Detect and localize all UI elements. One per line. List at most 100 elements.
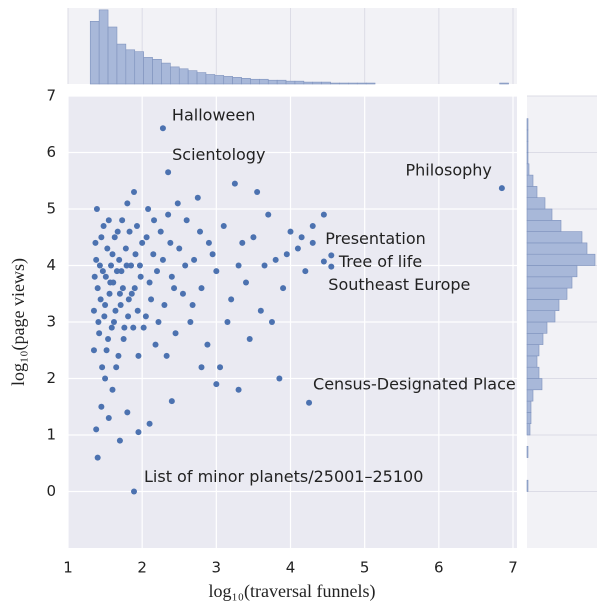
point [320, 211, 327, 218]
point [155, 319, 162, 325]
point [128, 262, 135, 269]
point [209, 251, 216, 258]
annotation: Census-Designated Place [313, 374, 516, 393]
hist-bar [330, 82, 340, 85]
point [96, 262, 103, 269]
point [176, 245, 183, 252]
point [143, 234, 150, 241]
x-tick-label: 3 [212, 559, 222, 577]
point [139, 239, 146, 246]
hist-bar [303, 81, 314, 85]
point [132, 251, 139, 258]
point [103, 347, 110, 354]
point [283, 251, 290, 258]
annotation: Scientology [172, 145, 265, 164]
hist-bar [526, 231, 583, 244]
point [136, 262, 143, 269]
point [168, 398, 175, 405]
point [116, 256, 123, 263]
hist-bar [285, 80, 296, 85]
hist-bar [526, 163, 530, 176]
x-tick-label: 2 [137, 559, 147, 577]
point [93, 256, 100, 263]
point [111, 234, 118, 241]
point [114, 228, 121, 235]
x-tick-label: 5 [360, 559, 370, 577]
point [93, 426, 100, 433]
y-tick-label: 6 [46, 143, 56, 161]
hist-bar [356, 82, 367, 85]
point [146, 279, 153, 286]
hist-bar [178, 68, 189, 85]
point [130, 324, 137, 331]
point [120, 335, 127, 342]
point [224, 319, 231, 325]
hist-bar [187, 70, 198, 85]
point [204, 341, 211, 348]
x-tick-label: 1 [63, 559, 73, 577]
point [298, 234, 305, 241]
point [150, 251, 157, 258]
hist-bar [259, 78, 269, 85]
point [113, 268, 120, 275]
hist-bar [161, 62, 171, 85]
point [157, 228, 164, 235]
point [167, 239, 174, 246]
point [309, 239, 316, 246]
annotated-point [328, 263, 335, 270]
point [109, 386, 116, 393]
point [121, 324, 128, 331]
hist-bar [214, 75, 225, 85]
point [302, 268, 309, 275]
hist-bar [321, 81, 331, 85]
point [172, 330, 179, 337]
hist-bar [526, 389, 534, 402]
hist-bar [107, 26, 118, 85]
point [171, 285, 178, 292]
point [276, 375, 283, 382]
point [154, 268, 160, 275]
hist-bar [526, 366, 540, 379]
point [122, 245, 129, 252]
point [135, 352, 142, 359]
point [116, 290, 123, 297]
hist-bar [241, 78, 251, 85]
annotation: Presentation [325, 229, 425, 248]
point [146, 420, 153, 427]
point [168, 273, 175, 280]
point [134, 307, 141, 314]
point [95, 319, 102, 325]
hist-bar [526, 400, 532, 413]
hist-bar [152, 58, 162, 85]
point [152, 341, 159, 348]
point [135, 429, 142, 436]
hist-bar [134, 51, 144, 85]
hist-bar [170, 66, 180, 85]
point [198, 285, 205, 292]
y-tick-label: 2 [46, 369, 56, 387]
point [108, 262, 115, 269]
point [112, 307, 119, 314]
point [92, 239, 99, 246]
point [235, 262, 242, 269]
point [131, 189, 138, 196]
point [102, 273, 109, 280]
hist-bar [526, 344, 540, 357]
hist-bar [526, 321, 548, 334]
annotation: Southeast Europe [328, 275, 470, 294]
hist-bar [125, 49, 136, 85]
point [165, 211, 172, 218]
point [105, 335, 112, 342]
point [133, 222, 140, 229]
point [287, 228, 294, 235]
point [118, 268, 125, 275]
point [113, 364, 120, 371]
point [99, 268, 106, 275]
point [194, 194, 201, 201]
point [257, 307, 264, 314]
point [119, 285, 126, 292]
hist-bar [526, 412, 532, 424]
point [140, 324, 147, 331]
point [123, 262, 130, 269]
